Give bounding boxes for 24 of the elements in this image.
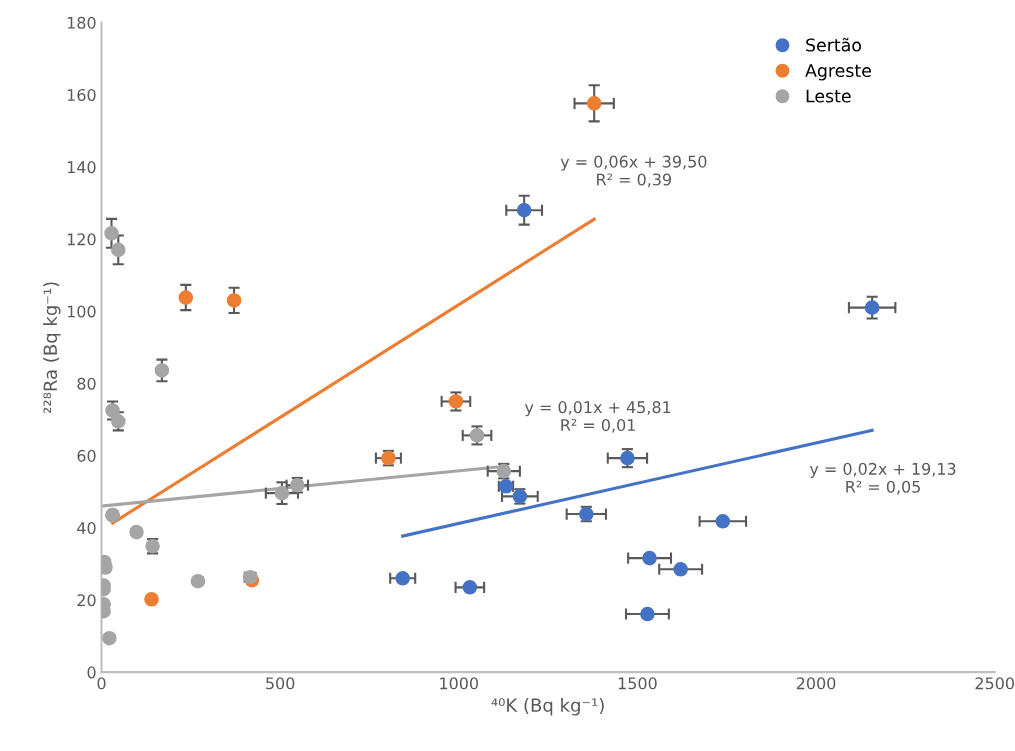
x-tick-label: 2500 (975, 677, 1014, 690)
x-tick-label: 0 (97, 677, 106, 690)
x-tick-label: 500 (266, 677, 295, 690)
x-tick-label: 1500 (618, 677, 657, 690)
legend-label: Sertão (806, 37, 861, 52)
annotation: y = 0,02x + 19,13 R² = 0,05 (809, 462, 956, 495)
y-tick-label: 140 (67, 161, 96, 174)
y-tick-label: 0 (87, 666, 96, 679)
x-axis-title: ⁴⁰K (Bq kg⁻¹) (491, 698, 604, 716)
y-tick-label: 120 (67, 233, 96, 246)
x-tick-label: 1000 (440, 677, 479, 690)
y-axis-title: ²²⁸Ra (Bq kg⁻¹) (43, 282, 61, 414)
y-tick-label: 60 (77, 449, 96, 462)
y-tick-label: 80 (77, 377, 96, 390)
y-tick-label: 180 (67, 16, 96, 29)
annotation: y = 0,06x + 39,50 R² = 0,39 (560, 155, 707, 188)
legend-label: Leste (806, 89, 851, 103)
y-tick-label: 40 (77, 522, 96, 535)
y-tick-label: 20 (77, 594, 96, 607)
x-tick-label: 2000 (796, 677, 836, 690)
y-tick-label: 100 (67, 305, 96, 318)
legend-label: Agreste (805, 64, 871, 81)
y-tick-label: 160 (67, 88, 96, 101)
annotation: y = 0,01x + 45,81 R² = 0,01 (524, 401, 671, 433)
